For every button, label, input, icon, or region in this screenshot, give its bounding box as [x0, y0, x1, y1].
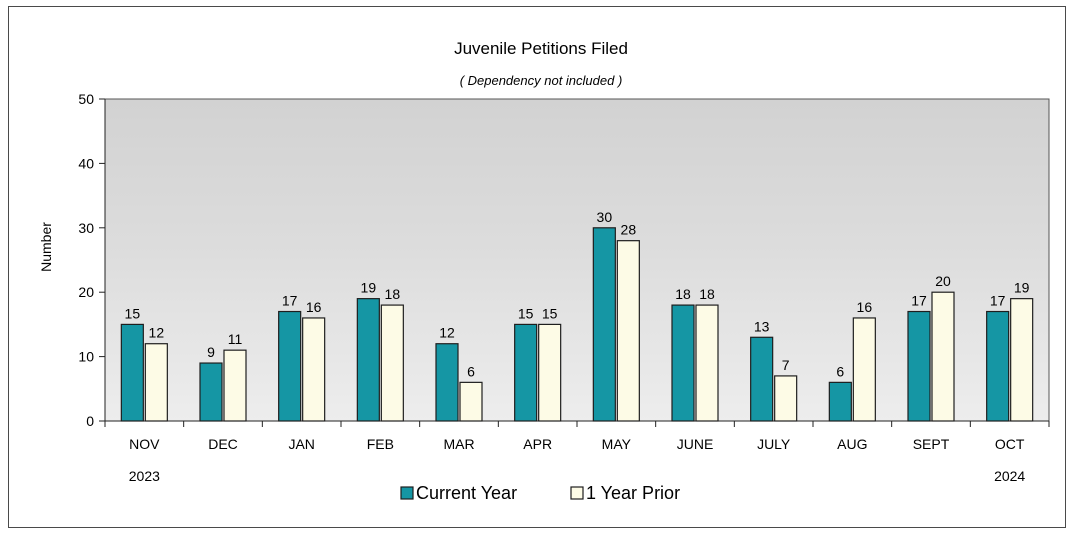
- x-tick-label: NOV: [129, 436, 160, 452]
- x-tick-label: JUNE: [677, 436, 714, 452]
- x-tick-label: OCT: [995, 436, 1025, 452]
- data-label: 15: [518, 305, 534, 321]
- data-label: 6: [836, 363, 844, 379]
- data-label: 18: [699, 286, 715, 302]
- bar-current-year: [750, 336, 774, 422]
- y-tick-label: 0: [86, 413, 94, 429]
- x-tick-label: DEC: [208, 436, 238, 452]
- y-tick-label: 20: [78, 284, 94, 300]
- bar-prior-year: [459, 381, 483, 422]
- y-tick-label: 30: [78, 220, 94, 236]
- data-label: 15: [542, 305, 558, 321]
- bar-prior-year: [1010, 298, 1034, 422]
- y-axis-label: Number: [38, 222, 54, 272]
- bar-prior-year: [852, 317, 876, 422]
- data-label: 19: [1014, 280, 1030, 296]
- legend-label-prior-year: 1 Year Prior: [586, 483, 680, 503]
- data-label: 12: [149, 325, 165, 341]
- data-label: 17: [282, 293, 298, 309]
- data-label: 16: [306, 299, 322, 315]
- data-label: 12: [439, 325, 455, 341]
- chart-subtitle: ( Dependency not included ): [460, 73, 623, 88]
- bar-current-year: [120, 323, 144, 422]
- chart-title: Juvenile Petitions Filed: [454, 39, 628, 58]
- bar-chart: Juvenile Petitions Filed ( Dependency no…: [38, 39, 1050, 503]
- legend-swatch-current-year: [400, 486, 414, 500]
- x-tick-label: FEB: [367, 436, 394, 452]
- data-label: 11: [228, 331, 243, 347]
- bar-current-year: [435, 343, 459, 422]
- bar-current-year: [514, 323, 538, 422]
- x-tick-label: JAN: [288, 436, 314, 452]
- data-label: 17: [911, 293, 927, 309]
- data-label: 13: [754, 318, 770, 334]
- data-label: 7: [782, 357, 790, 373]
- bar-current-year: [278, 310, 302, 422]
- x-tick-label: APR: [523, 436, 552, 452]
- data-label: 30: [597, 209, 613, 225]
- bar-current-year: [356, 298, 380, 422]
- x-tick-label: MAY: [602, 436, 632, 452]
- legend-swatch-prior-year: [570, 486, 584, 500]
- legend-label-current-year: Current Year: [416, 483, 517, 503]
- bar-prior-year: [380, 304, 404, 422]
- bar-prior-year: [302, 317, 326, 422]
- data-label: 9: [207, 344, 215, 360]
- x-tick-label: AUG: [837, 436, 867, 452]
- year-label: 2023: [129, 468, 160, 484]
- bar-prior-year: [774, 375, 798, 422]
- data-label: 17: [990, 293, 1006, 309]
- data-label: 20: [935, 273, 951, 289]
- x-tick-label: JULY: [757, 436, 791, 452]
- data-label: 18: [385, 286, 401, 302]
- bar-current-year: [671, 304, 695, 422]
- x-tick-label: SEPT: [913, 436, 950, 452]
- bar-prior-year: [931, 291, 955, 422]
- bar-prior-year: [616, 240, 640, 422]
- data-label: 15: [125, 305, 141, 321]
- y-tick-label: 40: [78, 155, 94, 171]
- bar-prior-year: [538, 323, 562, 422]
- x-tick-label: MAR: [443, 436, 474, 452]
- data-label: 16: [857, 299, 873, 315]
- data-label: 18: [675, 286, 691, 302]
- bar-current-year: [199, 362, 223, 422]
- data-label: 28: [621, 222, 637, 238]
- y-tick-label: 50: [78, 91, 94, 107]
- chart-frame: Juvenile Petitions Filed ( Dependency no…: [8, 6, 1066, 528]
- bar-current-year: [828, 381, 852, 422]
- year-label: 2024: [994, 468, 1025, 484]
- bar-current-year: [592, 227, 616, 422]
- plot-background: [104, 98, 1050, 422]
- bar-current-year: [907, 310, 931, 422]
- y-tick-label: 10: [78, 349, 94, 365]
- bar-prior-year: [695, 304, 719, 422]
- bar-prior-year: [144, 343, 168, 422]
- data-label: 6: [467, 363, 475, 379]
- bar-current-year: [986, 310, 1010, 422]
- plot-area: 0 10 20 30 40 50 15 12 NOV 9 11 DEC 17 16 JAN 19 18 FEB 12…: [78, 91, 1050, 484]
- data-label: 19: [361, 280, 377, 296]
- bar-prior-year: [223, 349, 247, 422]
- legend: Current Year 1 Year Prior: [400, 483, 680, 503]
